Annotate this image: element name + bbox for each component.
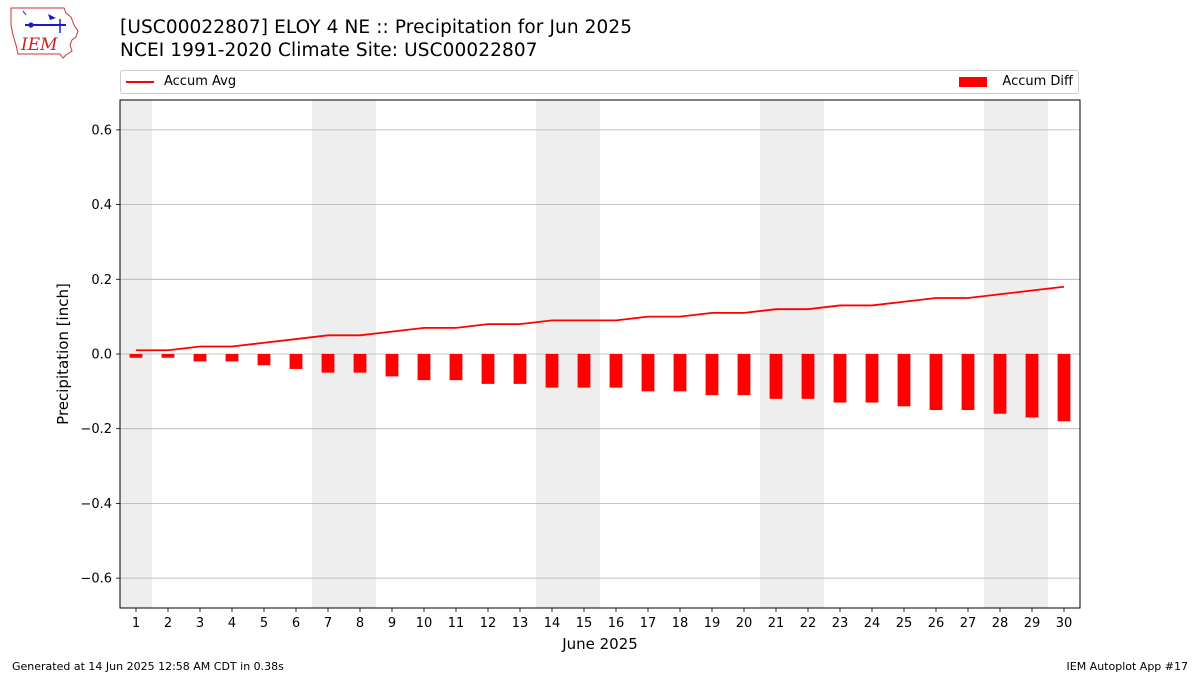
diff-bar [929,354,943,411]
diff-bar [257,354,271,366]
y-tick-label: −0.4 [80,497,112,512]
y-axis-label: Precipitation [inch] [54,283,72,425]
x-tick-label: 28 [992,616,1009,631]
x-tick-label: 9 [388,616,396,631]
diff-bar [161,354,175,358]
x-tick-label: 2 [164,616,172,631]
x-tick-label: 10 [416,616,433,631]
iem-logo: IEM [8,5,80,59]
x-tick-label: 5 [260,616,268,631]
x-tick-label: 17 [640,616,657,631]
x-tick-label: 13 [512,616,529,631]
avg-line [136,285,1065,352]
diff-bar [353,354,367,373]
x-tick-label: 23 [832,616,849,631]
legend-line-swatch [126,81,154,83]
legend: Accum Avg Accum Diff [120,70,1079,94]
x-tick-label: 21 [768,616,785,631]
x-tick-label: 1 [132,616,140,631]
diff-bar [449,354,463,381]
diff-bar [289,354,303,369]
x-tick-label: 15 [576,616,593,631]
diff-bar [225,354,239,362]
x-tick-label: 6 [292,616,300,631]
diff-bar [545,354,559,388]
diff-bar [129,354,143,358]
diff-bar [737,354,751,396]
diff-bar [385,354,399,377]
y-tick-label: −0.2 [80,422,112,437]
generated-timestamp: Generated at 14 Jun 2025 12:58 AM CDT in… [12,660,284,673]
x-tick-label: 29 [1024,616,1041,631]
diff-bar [833,354,847,403]
chart-title: [USC00022807] ELOY 4 NE :: Precipitation… [120,17,633,38]
y-tick-label: 0.6 [91,123,112,138]
diff-bar [705,354,719,396]
y-tick-label: 0.2 [91,273,112,288]
x-tick-label: 3 [196,616,204,631]
legend-bar-label: Accum Diff [1002,74,1073,89]
x-tick-label: 24 [864,616,881,631]
x-tick-label: 8 [356,616,364,631]
diff-bar [577,354,591,388]
diff-bar [1057,354,1071,422]
diff-bar [321,354,335,373]
diff-bar [961,354,975,411]
x-tick-label: 12 [480,616,497,631]
diff-bar [993,354,1007,414]
diff-bar [1025,354,1039,418]
diff-bar [513,354,527,384]
y-tick-label: 0.0 [91,348,112,363]
x-tick-label: 4 [228,616,236,631]
y-tick-label: −0.6 [80,572,112,587]
y-tick-label: 0.4 [91,198,112,213]
x-tick-label: 25 [896,616,913,631]
chart-subtitle: NCEI 1991-2020 Climate Site: USC00022807 [120,40,538,61]
diff-bar [417,354,431,381]
x-tick-label: 22 [800,616,817,631]
diff-bar [481,354,495,384]
x-tick-label: 27 [960,616,977,631]
x-tick-label: 11 [448,616,465,631]
x-tick-label: 18 [672,616,689,631]
diff-bar [801,354,815,399]
diff-bar [897,354,911,407]
diff-bar [865,354,879,403]
diff-bar [641,354,655,392]
legend-bar-swatch [959,77,987,87]
diff-bar [609,354,623,388]
x-tick-label: 16 [608,616,625,631]
plot-frame [119,99,1081,609]
x-tick-label: 7 [324,616,332,631]
app-credit: IEM Autoplot App #17 [1066,660,1189,673]
legend-line-label: Accum Avg [164,74,237,89]
x-tick-label: 20 [736,616,753,631]
x-tick-label: 30 [1056,616,1073,631]
x-tick-label: 26 [928,616,945,631]
x-tick-label: 14 [544,616,561,631]
diff-bar [673,354,687,392]
x-tick-label: 19 [704,616,721,631]
diff-bar [193,354,207,362]
logo-text: IEM [20,35,58,55]
diff-bar [769,354,783,399]
x-axis-label: June 2025 [561,635,638,653]
